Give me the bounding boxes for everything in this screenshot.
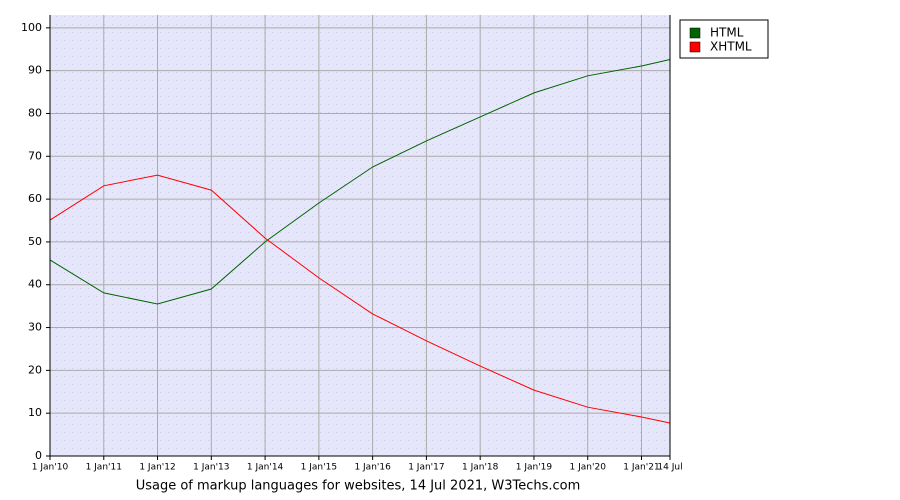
y-tick-label: 80 xyxy=(28,106,42,119)
legend-swatch xyxy=(689,27,701,39)
y-tick-label: 90 xyxy=(28,64,42,77)
series-line xyxy=(49,174,671,424)
chart-title: Usage of markup languages for websites, … xyxy=(136,479,581,494)
x-tick-label: 1 Jan'11 xyxy=(86,463,122,473)
y-tick-label: 40 xyxy=(28,278,42,291)
x-tick-label: 1 Jan'17 xyxy=(408,463,444,473)
series-line xyxy=(49,59,671,305)
y-tick-label: 100 xyxy=(21,21,42,34)
x-tick-label: 1 Jan'12 xyxy=(139,463,175,473)
x-tick-label: 1 Jan'13 xyxy=(193,463,229,473)
x-tick-label: 1 Jan'10 xyxy=(32,463,69,473)
y-tick-label: 70 xyxy=(28,149,42,162)
x-tick-label: 1 Jan'16 xyxy=(354,463,391,473)
legend-label: XHTML xyxy=(710,40,752,54)
y-tick-label: 10 xyxy=(28,406,42,419)
y-tick-label: 20 xyxy=(28,363,42,376)
y-tick-label: 60 xyxy=(28,192,42,205)
legend-label: HTML xyxy=(710,26,744,40)
x-tick-label: 1 Jan'21 xyxy=(623,463,659,473)
y-tick-label: 50 xyxy=(28,235,42,248)
x-tick-label: 1 Jan'14 xyxy=(247,463,284,473)
plot-pattern xyxy=(50,15,670,456)
legend-swatch xyxy=(689,41,701,53)
y-tick-label: 0 xyxy=(35,449,42,462)
y-tick-label: 30 xyxy=(28,321,42,334)
x-tick-label: 1 Jan'19 xyxy=(516,463,553,473)
x-tick-label: 1 Jan'18 xyxy=(462,463,499,473)
x-tick-label: 14 Jul xyxy=(657,463,682,473)
x-tick-label: 1 Jan'15 xyxy=(301,463,337,473)
x-tick-label: 1 Jan'20 xyxy=(570,463,607,473)
